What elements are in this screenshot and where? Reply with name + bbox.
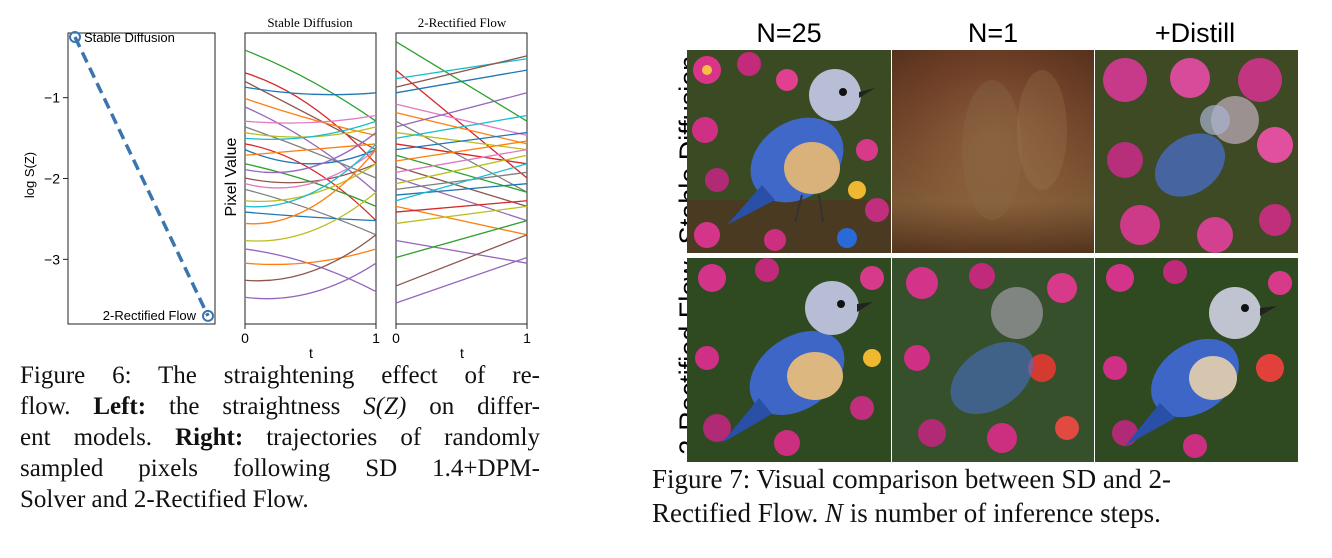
trajectory-line	[244, 126, 377, 179]
image-rf-n1	[892, 258, 1094, 462]
figure-6-charts: log S(Z) −1 −2 −3 Stable Diffusion 2-Rectif…	[22, 15, 531, 360]
xtick-label: 1	[523, 330, 531, 346]
xlabel-t-left: t	[309, 345, 313, 360]
panel-title-stable-diffusion: Stable Diffusion	[267, 15, 353, 30]
ytick-label: −3	[44, 251, 60, 267]
trajectory-line	[244, 188, 377, 236]
trajectory-line	[395, 205, 528, 225]
image-sd-distill	[1095, 50, 1298, 253]
trajectory-line	[395, 239, 528, 264]
column-header-distill: +Distill	[1155, 18, 1235, 48]
panel-rectified-flow-trajectories	[395, 41, 528, 304]
trajectory-line	[395, 256, 528, 304]
trajectory-line	[244, 49, 377, 122]
trajectory-line	[244, 149, 377, 189]
trajectory-line	[395, 103, 528, 137]
image-sd-n1	[892, 50, 1094, 253]
figure-7-caption: Figure 7: Visual comparison between SD a…	[652, 462, 1322, 530]
trajectory-line	[395, 171, 528, 191]
data-point	[202, 309, 214, 322]
trajectory-line	[244, 120, 377, 140]
trajectory-line	[395, 166, 528, 208]
bird-illustration	[727, 69, 875, 225]
trajectory-line	[395, 177, 528, 222]
trajectory-line	[244, 97, 377, 137]
ytick-label: −2	[44, 171, 60, 187]
trajectory-line	[395, 234, 528, 287]
trajectory-line	[395, 183, 528, 196]
trajectory-line	[395, 55, 528, 88]
trajectory-line	[395, 200, 528, 213]
trajectory-line	[244, 262, 377, 300]
trajectory-line	[244, 114, 377, 124]
trajectory-line	[395, 154, 528, 185]
xlabel-t-right: t	[460, 345, 464, 360]
trajectory-line	[395, 163, 528, 202]
left-plot-marks: Stable Diffusion 2-Rectified Flow	[69, 30, 214, 323]
panel-title-rectified-flow: 2-Rectified Flow	[418, 15, 507, 30]
left-plot-ylabel: log S(Z)	[22, 152, 37, 198]
trajectory-line	[244, 234, 377, 282]
caption-line: Rectified Flow. N is number of inference…	[652, 498, 1161, 528]
trajectory-line	[395, 114, 528, 139]
caption-line: flow. Left: the straightness S(Z) on dif…	[20, 393, 540, 420]
figure-7-image-grid: N=25 N=1 +Distill Stable Diffusion 2-Rec…	[674, 18, 1298, 462]
trajectory-line	[244, 143, 377, 156]
right-plot-ylabel: Pixel Value	[223, 137, 240, 216]
caption-line: sampled pixels following SD 1.4+DPM-	[20, 455, 540, 482]
image-rf-distill	[1095, 258, 1298, 462]
data-point	[69, 31, 81, 44]
trajectory-line	[244, 143, 377, 222]
trajectory-line	[244, 86, 377, 96]
trajectory-line	[395, 219, 528, 259]
trajectory-line	[244, 143, 377, 208]
xtick-label: 1	[372, 330, 380, 346]
trajectory-line	[395, 92, 528, 128]
trajectory-line	[395, 69, 528, 94]
panel-stable-diffusion-trajectories	[244, 49, 377, 300]
trajectory-line	[244, 149, 377, 225]
trajectory-line	[395, 112, 528, 145]
trajectory-line	[244, 191, 377, 242]
point-label-rectified-flow: 2-Rectified Flow	[103, 308, 197, 323]
trajectory-line	[244, 106, 377, 193]
ytick-label: −1	[44, 90, 60, 106]
trajectory-line	[244, 163, 377, 184]
trajectory-line	[395, 120, 528, 193]
trajectory-line	[244, 72, 377, 165]
flower-cluster	[692, 52, 889, 251]
trajectory-line	[395, 148, 528, 173]
trajectory-line	[244, 211, 377, 222]
straightness-line	[73, 36, 210, 317]
trajectory-line	[395, 58, 528, 80]
trajectory-line	[395, 131, 528, 151]
xtick-label: 0	[392, 330, 400, 346]
caption-line: Figure 7: Visual comparison between SD a…	[652, 464, 1172, 494]
left-plot-yticks: −1 −2 −3	[44, 90, 68, 267]
trajectory-line	[395, 205, 528, 236]
trajectory-line	[244, 248, 377, 266]
trajectory-line	[244, 248, 377, 293]
xtick-label: 0	[241, 330, 249, 346]
image-rf-n25	[687, 258, 891, 462]
trajectory-line	[395, 69, 528, 179]
column-header-n1: N=1	[968, 18, 1018, 48]
caption-line: Figure 6: The straightening effect of re…	[20, 362, 540, 389]
trajectory-line	[244, 126, 377, 138]
caption-line: ent models. Right: trajectories of rando…	[20, 424, 540, 451]
trajectory-line	[244, 149, 377, 165]
column-header-n25: N=25	[756, 18, 821, 48]
image-sd-n25	[687, 50, 891, 253]
trajectory-line	[395, 140, 528, 162]
figure-6-caption: Figure 6: The straightening effect of re…	[20, 360, 540, 515]
caption-line: Solver and 2-Rectified Flow.	[20, 486, 309, 513]
point-label-stable-diffusion: Stable Diffusion	[84, 30, 175, 45]
trajectory-line	[244, 132, 377, 174]
